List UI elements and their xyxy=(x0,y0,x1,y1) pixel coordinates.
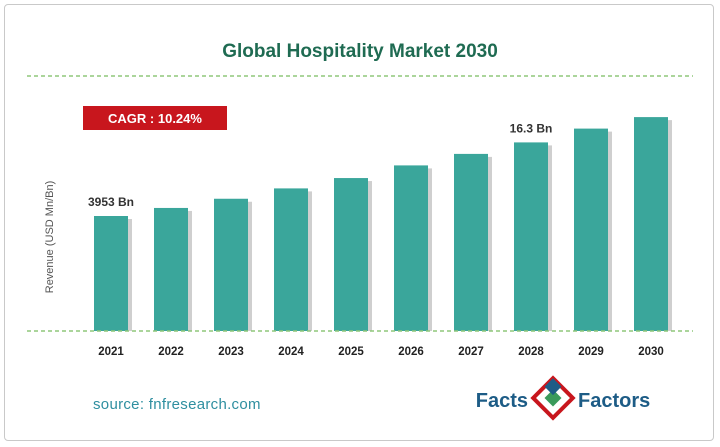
cagr-badge-label: CAGR : 10.24% xyxy=(108,111,202,126)
bar-2027 xyxy=(454,153,488,331)
x-tick-2027: 2027 xyxy=(458,346,484,358)
bar-2026 xyxy=(394,165,428,331)
bar-2029 xyxy=(574,128,608,331)
bar-2022 xyxy=(154,207,188,331)
data-labels-layer: 3953 Bn 16.3 Bn xyxy=(88,121,552,209)
data-label-2028: 16.3 Bn xyxy=(510,121,553,135)
bar-2021 xyxy=(94,216,128,331)
chart-frame: Global Hospitality Market 2030 CAGR : 10… xyxy=(4,4,714,441)
data-label-2021: 3953 Bn xyxy=(88,195,134,209)
x-tick-labels: 2021 2022 2023 2024 2025 2026 2027 2028 2029 2030 xyxy=(98,346,664,358)
bar-2023 xyxy=(214,198,248,331)
logo-right-word: Factors xyxy=(578,390,650,412)
x-tick-2028: 2028 xyxy=(518,346,544,358)
cagr-badge: CAGR : 10.24% xyxy=(83,106,227,130)
x-tick-2025: 2025 xyxy=(338,346,364,358)
logo-left-word: Facts xyxy=(476,390,528,412)
cagr-badge-background xyxy=(83,106,227,130)
x-tick-2030: 2030 xyxy=(638,346,664,358)
x-tick-2026: 2026 xyxy=(398,346,424,358)
x-tick-2024: 2024 xyxy=(278,346,304,358)
bars-layer xyxy=(94,117,672,331)
y-axis-label: Revenue (USD Mn/Bn) xyxy=(44,181,56,294)
source-text: source: fnfresearch.com xyxy=(93,396,261,413)
bar-2028 xyxy=(514,142,548,331)
bar-2025 xyxy=(334,178,368,331)
bar-chart: Global Hospitality Market 2030 CAGR : 10… xyxy=(27,41,693,421)
bar-2030 xyxy=(634,117,668,331)
logo-emblem-icon xyxy=(530,375,576,421)
facts-factors-logo: Facts Factors xyxy=(476,375,650,421)
chart-title: Global Hospitality Market 2030 xyxy=(222,41,498,62)
bar-2024 xyxy=(274,188,308,331)
x-tick-2022: 2022 xyxy=(158,346,184,358)
x-tick-2023: 2023 xyxy=(218,346,244,358)
x-tick-2021: 2021 xyxy=(98,346,124,358)
x-tick-2029: 2029 xyxy=(578,346,604,358)
